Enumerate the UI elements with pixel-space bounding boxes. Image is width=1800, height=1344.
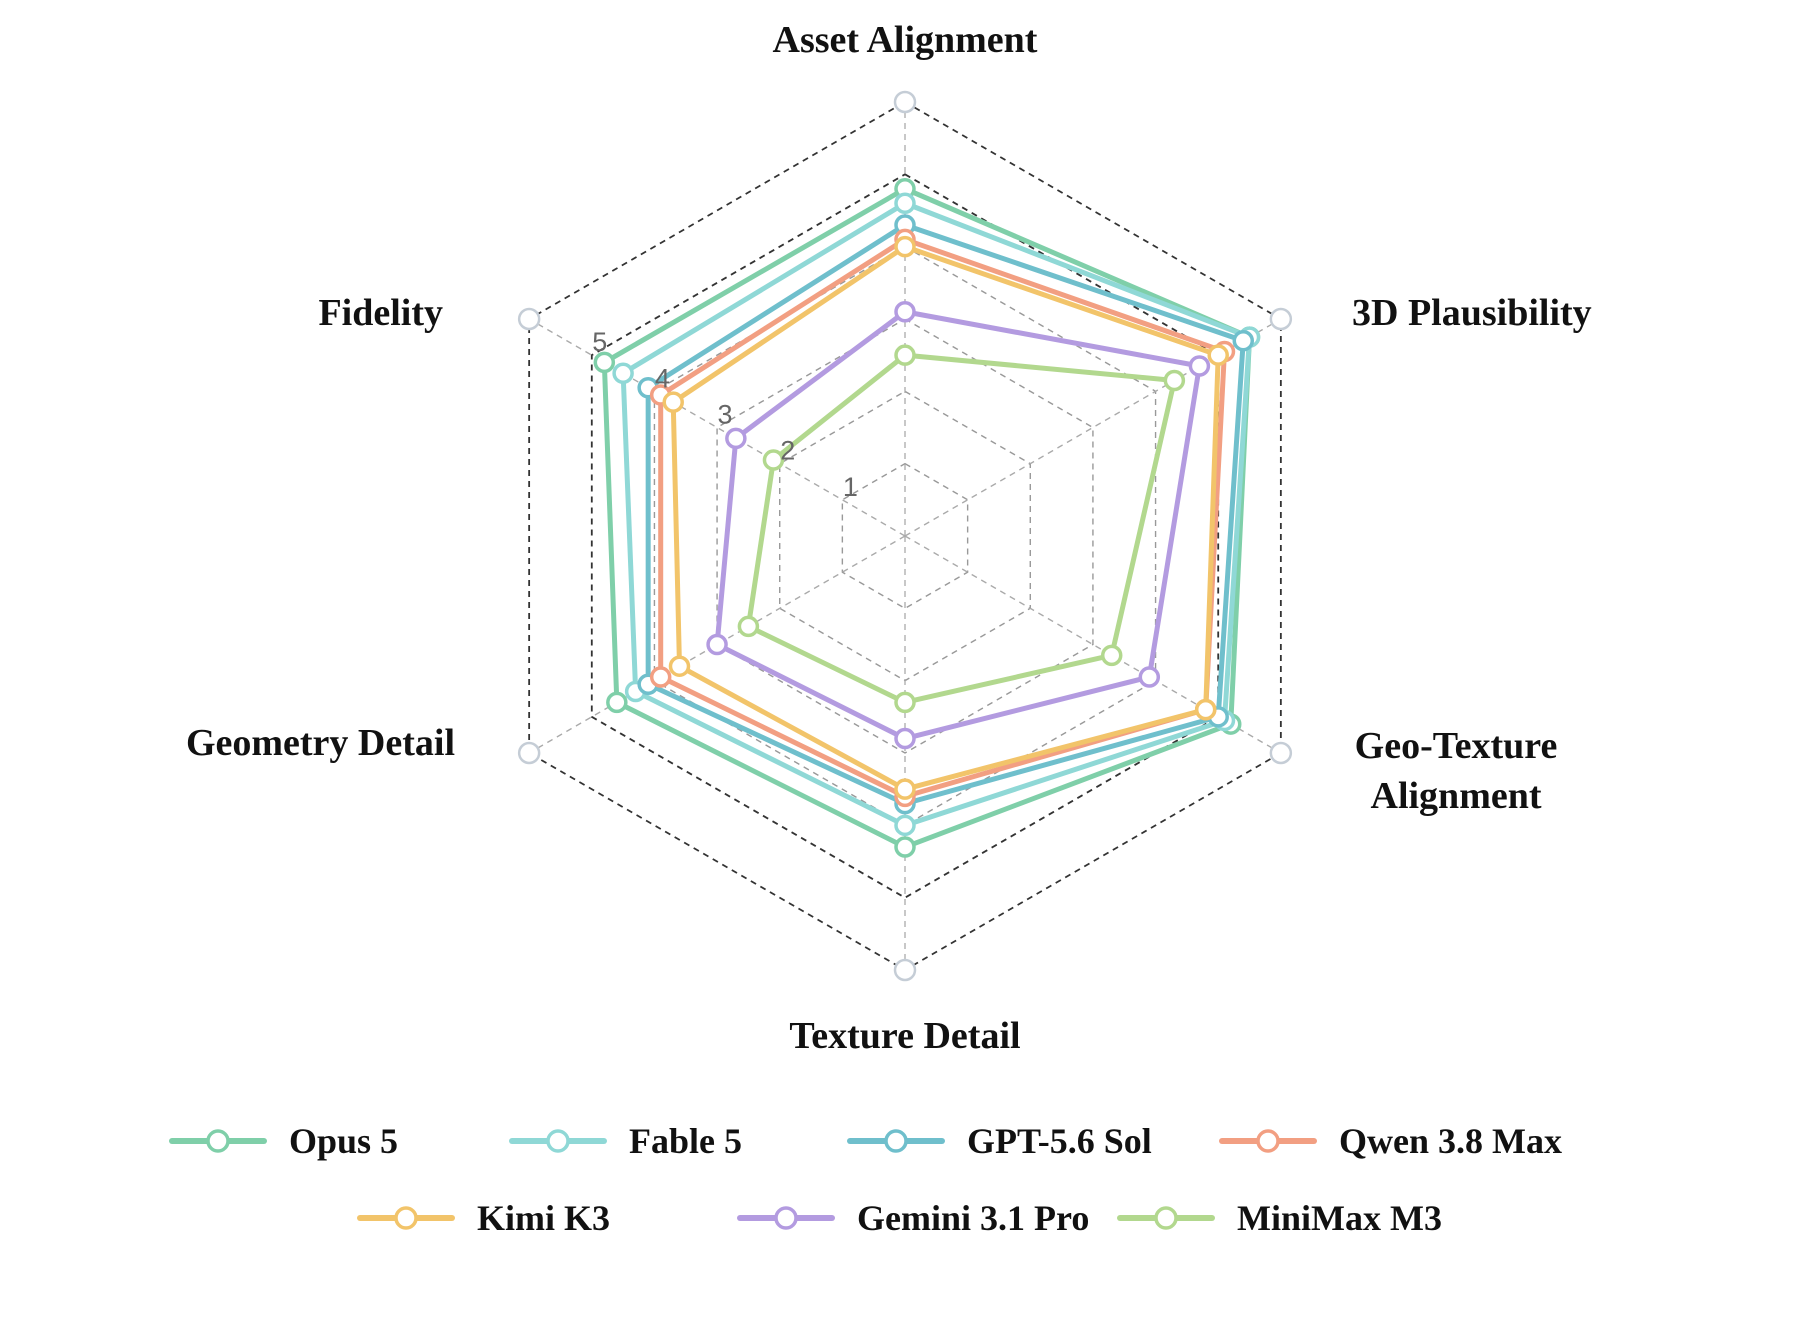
data-point [1232,329,1255,352]
data-point [894,727,916,750]
legend-label: Qwen 3.8 Max [1339,1121,1562,1161]
series-2 [612,192,1261,837]
data-point [894,192,916,215]
data-point [737,615,760,638]
series-1 [593,178,1261,858]
radial-tick-labels: 1 2 3 4 5 [592,327,858,502]
axis-end-marker [1269,741,1293,765]
axis-label-3: Geo-Texture Alignment [1355,725,1558,817]
radar-series [593,178,1261,858]
legend: Opus 5 Fable 5 GPT-5.6 Sol Qwen 3.8 Max Kimi… [169,1121,1562,1238]
legend-item-5: Kimi K3 [357,1198,610,1238]
legend-label: GPT-5.6 Sol [967,1121,1152,1161]
grid-ring-5 [590,173,1220,899]
series-7 [737,344,1186,714]
legend-item-4: Qwen 3.8 Max [1219,1121,1562,1161]
legend-swatch-marker [884,1129,908,1153]
data-point [1163,369,1186,392]
tick-label: 3 [718,400,733,430]
data-point [1100,644,1123,667]
data-point [649,666,672,688]
series-6 [706,301,1211,750]
legend-item-2: Fable 5 [509,1121,742,1161]
data-point [1207,344,1229,366]
data-point [894,814,916,837]
data-point [1188,355,1211,377]
legend-swatch-marker [206,1129,230,1153]
data-point [606,691,628,714]
data-point [1138,666,1161,688]
axis-label-4: Texture Detail [789,1015,1020,1057]
data-point [668,655,691,677]
axis-label-1: Asset Alignment [773,19,1038,61]
series-5 [662,235,1229,800]
legend-swatch-marker [1256,1129,1280,1153]
legend-swatch-marker [546,1129,570,1153]
data-point [894,301,916,323]
legend-item-1: Opus 5 [169,1121,398,1161]
legend-item-3: GPT-5.6 Sol [847,1121,1152,1161]
legend-label: Kimi K3 [477,1198,610,1238]
data-point [662,391,684,413]
tick-label: 4 [655,363,670,393]
legend-label: MiniMax M3 [1237,1198,1442,1238]
tick-label: 1 [843,472,858,502]
axis-label-2: 3D Plausibility [1352,292,1592,334]
axis-end-marker [893,958,917,982]
data-point [1194,698,1217,721]
series-line [601,186,1253,850]
legend-label: Opus 5 [289,1121,398,1161]
axis-end-marker [517,741,541,765]
data-point [725,427,747,450]
legend-swatch-marker [1154,1206,1178,1230]
grid-ring-3 [716,318,1094,754]
legend-label: Fable 5 [629,1121,742,1161]
legend-label: Gemini 3.1 Pro [857,1198,1089,1238]
legend-item-6: Gemini 3.1 Pro [737,1198,1089,1238]
axis-label-5: Geometry Detail [186,722,455,764]
legend-item-7: MiniMax M3 [1117,1198,1442,1238]
data-point [706,633,728,656]
legend-swatch-marker [394,1206,418,1230]
series-line [658,236,1227,799]
data-point [894,691,916,714]
series-line [670,244,1221,792]
axis-end-marker [893,90,917,114]
axis-end-marker [1269,307,1293,331]
tick-label: 2 [780,436,795,466]
tick-label: 5 [592,327,607,357]
axis-end-marker [517,307,541,331]
data-point [762,449,785,471]
radar-grid [517,90,1293,982]
data-point [894,836,916,858]
data-point [894,344,916,366]
legend-swatch-marker [774,1206,798,1230]
axis-labels: Asset Alignment 3D Plausibility Geo-Textur… [186,19,1592,1057]
axis-label-6: Fidelity [318,292,443,334]
data-point [593,351,616,374]
data-point [612,362,634,384]
data-point [894,778,916,800]
data-point [894,235,916,258]
